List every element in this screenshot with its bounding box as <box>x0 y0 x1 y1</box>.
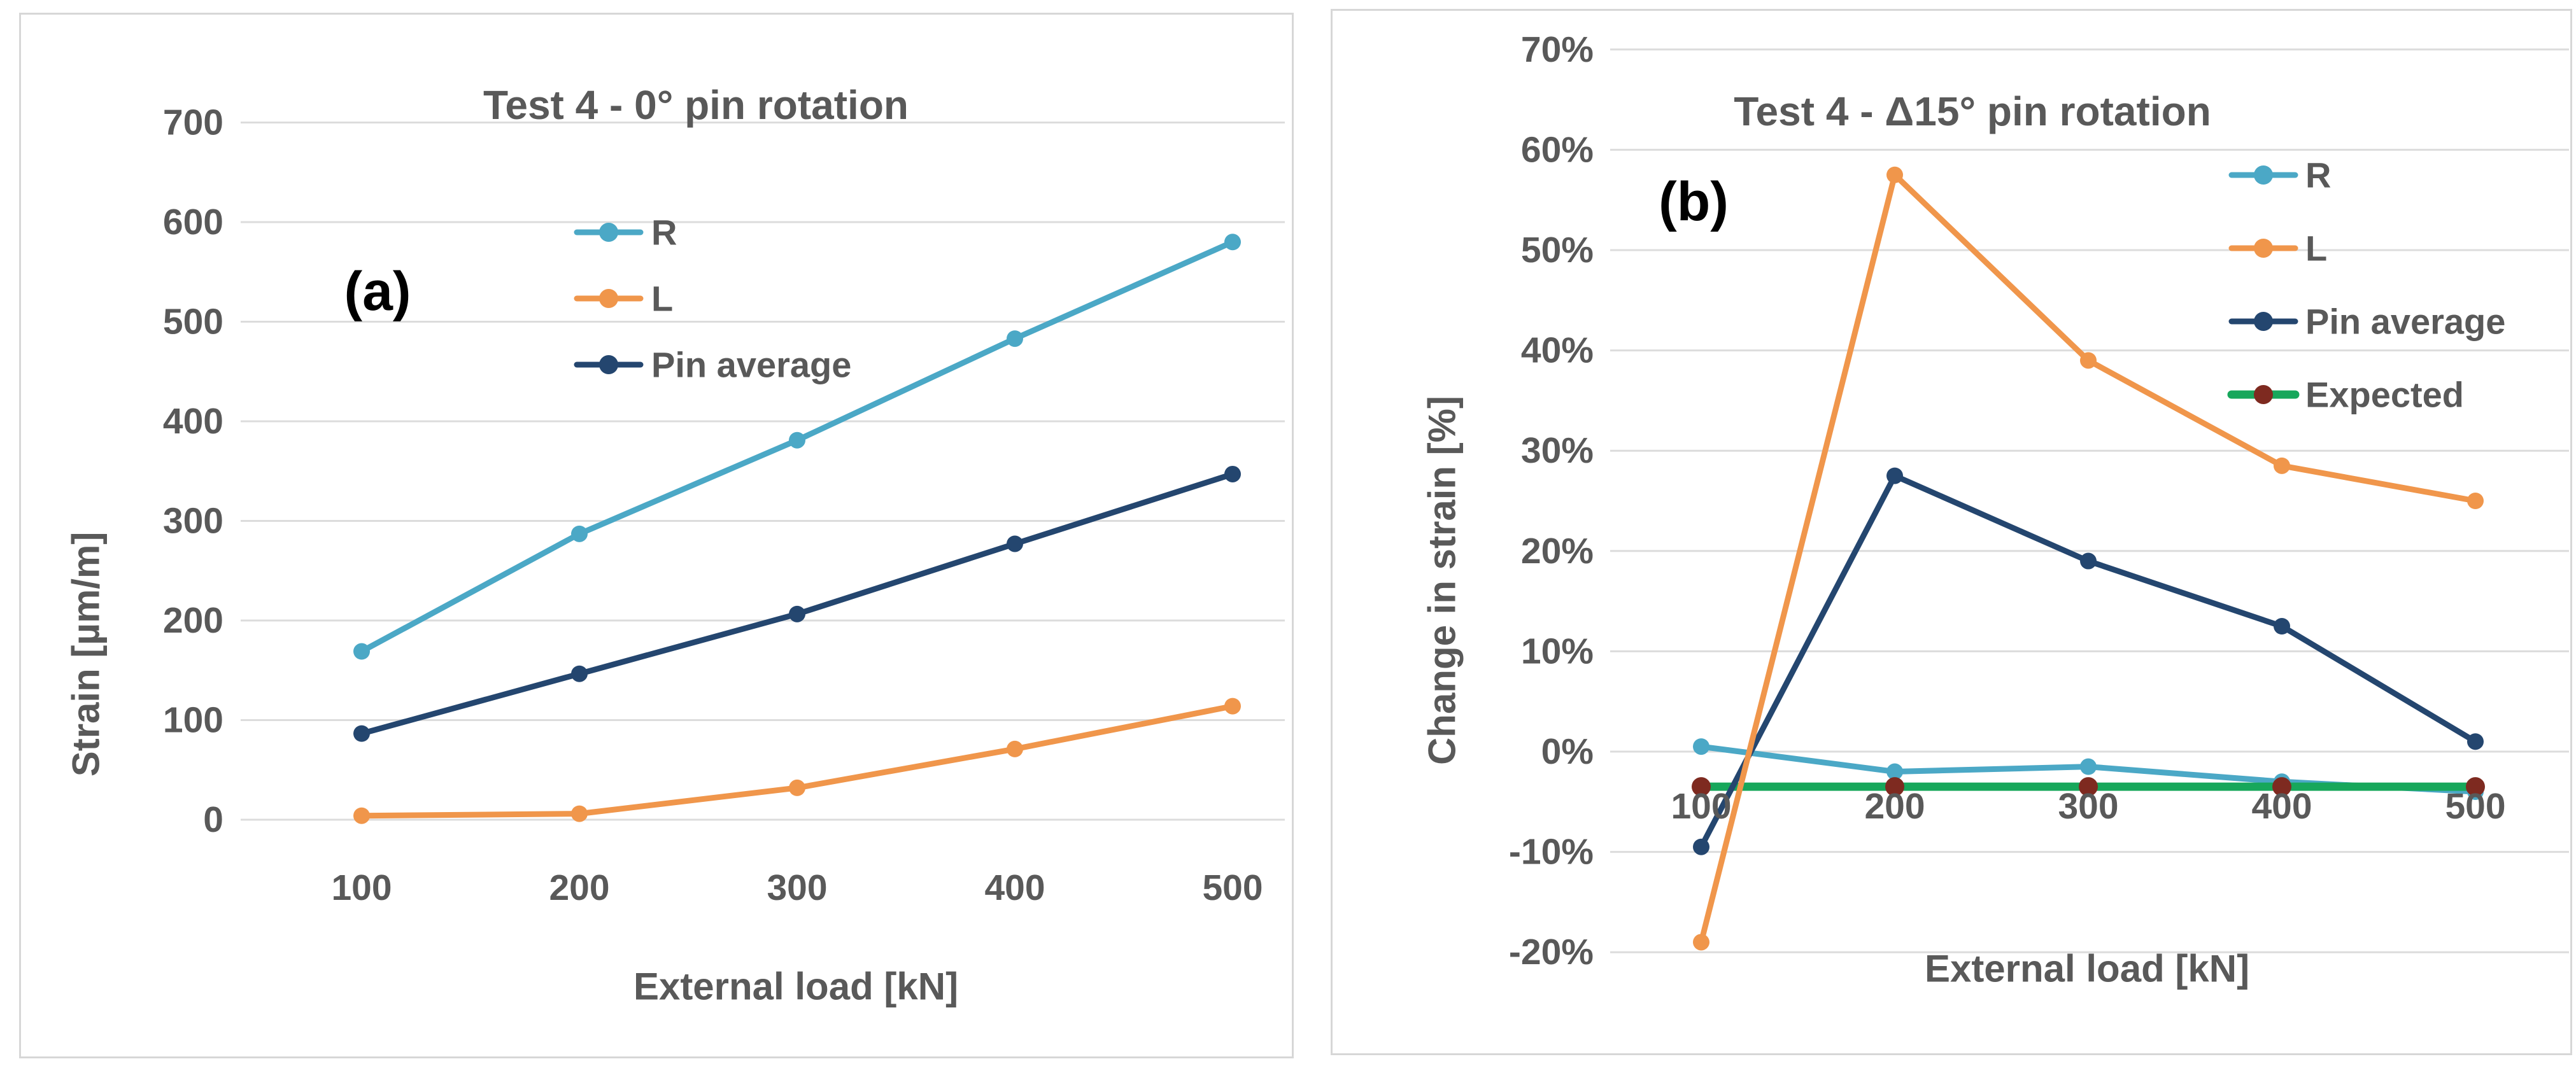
y-tick-label: 40% <box>1521 330 1594 371</box>
panel-letter: (b) <box>1659 171 1729 232</box>
y-axis-title: Change in strain [%] <box>1421 396 1464 765</box>
x-tick-label: 300 <box>767 867 827 908</box>
legend-marker-r <box>2254 165 2273 185</box>
x-tick-label: 200 <box>549 867 609 908</box>
data-point-r <box>1007 330 1023 347</box>
data-point-l <box>571 805 588 822</box>
legend-marker-r <box>599 223 618 242</box>
y-tick-label: 100 <box>163 700 223 741</box>
data-point-r <box>1693 738 1709 755</box>
legend-marker-l <box>599 289 618 308</box>
series-line-pin-average <box>358 471 1236 737</box>
y-tick-label: 0 <box>203 799 223 840</box>
series-line-l <box>358 703 1236 819</box>
chart-a-svg: 0 100 200 300 400 500 600 700 100 200 300 400 500 Tes… <box>65 82 1285 1008</box>
data-point-pin-average <box>1224 465 1241 482</box>
chart-b-svg: -20% -10% 0% 10% 20% 30% 40% 50% 60% 70% 100 200 300… <box>1421 29 2569 990</box>
data-point-pin-average <box>571 665 588 682</box>
y-tick-label: 60% <box>1521 129 1594 170</box>
data-point-expected <box>1885 777 1904 797</box>
x-axis-title: External load [kN] <box>1925 948 2249 990</box>
data-point-pin-average <box>2467 733 2484 750</box>
y-tick-label: 300 <box>163 501 223 542</box>
y-axis-title: Strain [µm/m] <box>65 532 108 777</box>
data-point-l <box>1886 166 1903 183</box>
y-tick-label: 20% <box>1521 531 1594 572</box>
data-point-expected <box>2466 777 2485 797</box>
y-tick-label: 0% <box>1541 731 1594 772</box>
legend-label: Expected <box>2305 375 2464 415</box>
x-tick-label: 100 <box>1671 786 1731 827</box>
y-tick-label: 600 <box>163 202 223 242</box>
y-tick-label: 30% <box>1521 430 1594 471</box>
x-tick-label: 500 <box>2445 786 2505 827</box>
x-tick-label: 200 <box>1864 786 1925 827</box>
data-point-l <box>1693 934 1709 951</box>
x-axis-title: External load [kN] <box>633 965 958 1008</box>
data-point-expected <box>2079 777 2098 797</box>
y-tick-label: 10% <box>1521 631 1594 671</box>
legend-label: L <box>651 279 673 319</box>
panel-letter: (a) <box>344 261 411 322</box>
legend-marker-pin-average <box>2254 312 2273 331</box>
x-tick-label: 300 <box>2058 786 2118 827</box>
data-point-pin-average <box>2080 552 2097 570</box>
y-tick-label: 200 <box>163 600 223 641</box>
x-tick-label: 500 <box>1202 867 1263 908</box>
data-point-expected <box>1692 777 1711 797</box>
data-point-l <box>353 807 370 824</box>
data-point-expected <box>2272 777 2291 797</box>
y-tick-label: 500 <box>163 302 223 342</box>
legend-marker-pin-average <box>599 355 618 374</box>
data-point-l <box>789 779 805 796</box>
data-point-pin-average <box>2274 618 2290 635</box>
y-tick-label: -10% <box>1509 832 1594 873</box>
data-point-pin-average <box>353 725 370 742</box>
y-tick-label: 700 <box>163 102 223 143</box>
legend-label: R <box>651 213 677 253</box>
data-point-l <box>1224 698 1241 715</box>
y-tick-label: 70% <box>1521 29 1594 70</box>
chart-panel-b: -20% -10% 0% 10% 20% 30% 40% 50% 60% 70% 100 200 300… <box>1331 9 2572 1055</box>
x-tick-label: 400 <box>2251 786 2312 827</box>
data-point-pin-average <box>789 605 805 622</box>
data-point-r <box>2080 758 2097 775</box>
legend-label: L <box>2305 228 2327 269</box>
legend-label: R <box>2305 155 2331 195</box>
x-tick-label: 100 <box>331 867 392 908</box>
y-tick-label: 50% <box>1521 230 1594 270</box>
chart-title: Test 4 - Δ15° pin rotation <box>1734 88 2211 134</box>
data-point-l <box>2080 352 2097 369</box>
data-point-r <box>1886 763 1903 780</box>
data-point-l <box>2467 493 2484 509</box>
data-point-r <box>353 643 370 660</box>
data-point-r <box>789 431 805 449</box>
y-tick-label: -20% <box>1509 932 1594 972</box>
legend-marker-l <box>2254 239 2273 258</box>
data-point-l <box>2274 457 2290 474</box>
x-tick-label: 400 <box>984 867 1045 908</box>
data-point-r <box>571 525 588 542</box>
data-point-l <box>1007 740 1023 757</box>
data-point-r <box>1224 234 1241 251</box>
data-point-pin-average <box>1886 467 1903 484</box>
y-tick-label: 400 <box>163 401 223 442</box>
legend-marker-expected <box>2254 385 2273 404</box>
data-point-pin-average <box>1693 838 1709 855</box>
legend-label: Pin average <box>2305 302 2505 342</box>
legend-label: Pin average <box>651 345 851 385</box>
data-point-pin-average <box>1007 535 1023 552</box>
chart-title: Test 4 - 0° pin rotation <box>483 82 909 128</box>
chart-panel-a: 0 100 200 300 400 500 600 700 100 200 300 400 500 Tes… <box>19 13 1294 1058</box>
